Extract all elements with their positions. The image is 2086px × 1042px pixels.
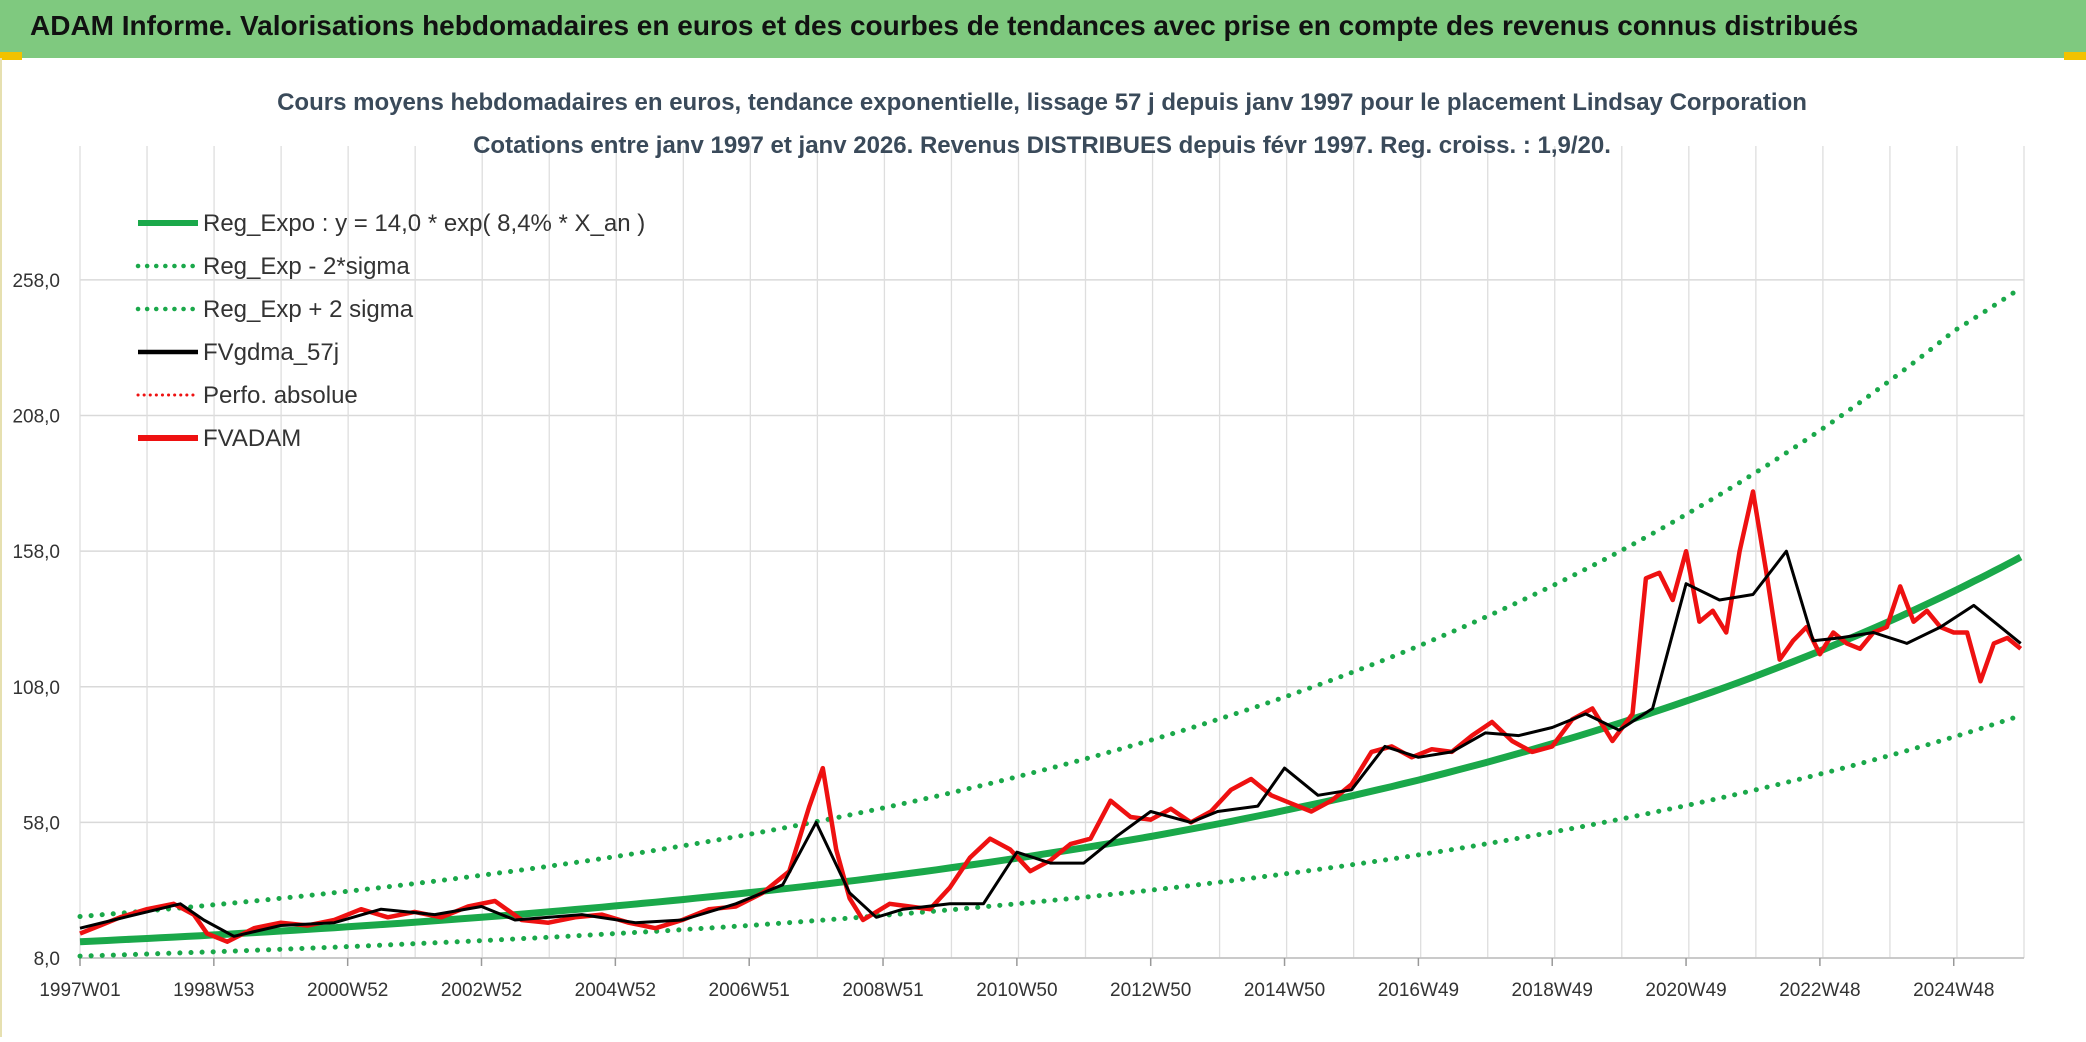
x-tick-label: 2008W51 — [842, 980, 923, 1001]
legend-label: FVADAM — [203, 425, 301, 452]
fvgdma-57j-line — [79, 549, 2022, 938]
x-tick-label: 2010W50 — [976, 980, 1057, 1001]
x-tick-label: 2002W52 — [441, 980, 522, 1001]
banner-corner-right — [2064, 52, 2086, 60]
legend-label: Reg_Exp - 2*sigma — [203, 253, 410, 280]
chart-svg: Cours moyens hebdomadaires en euros, ten… — [12, 89, 2025, 1001]
y-tick-label: 258,0 — [12, 271, 60, 292]
x-tick-label: 2016W49 — [1378, 980, 1459, 1001]
y-tick-label: 8,0 — [34, 949, 60, 970]
reg-exp-minus-2sigma-line — [77, 713, 2024, 959]
y-tick-label: 158,0 — [12, 542, 60, 563]
y-tick-label: 58,0 — [23, 813, 60, 834]
legend-label: FVgdma_57j — [203, 339, 339, 366]
x-tick-label: 2022W48 — [1779, 980, 1860, 1001]
x-tick-label: 2020W49 — [1645, 980, 1726, 1001]
x-axis-ticks: 1997W01 1998W53 2000W52 2002W52 2004W52 2006W… — [39, 958, 1994, 1001]
x-tick-label: 1998W53 — [173, 980, 254, 1001]
x-tick-label: 2012W50 — [1110, 980, 1191, 1001]
x-tick-label: 2004W52 — [575, 980, 656, 1001]
y-tick-label: 108,0 — [12, 678, 60, 699]
fvadam-line — [79, 489, 2023, 944]
x-tick-label: 2018W49 — [1512, 980, 1593, 1001]
x-tick-label: 2006W51 — [709, 980, 790, 1001]
y-tick-label: 208,0 — [12, 407, 60, 428]
header-banner: ADAM Informe. Valorisations hebdomadaire… — [0, 0, 2086, 58]
chart-area: Cours moyens hebdomadaires en euros, ten… — [0, 58, 2086, 1037]
series-layer — [77, 285, 2024, 959]
legend: Reg_Expo : y = 14,0 * exp( 8,4% * X_an )… — [135, 210, 645, 452]
y-axis-ticks: 8,0 58,0 108,0 158,0 208,0 258,0 — [12, 271, 60, 970]
x-tick-label: 2014W50 — [1244, 980, 1325, 1001]
legend-label: Perfo. absolue — [203, 382, 358, 409]
chart-title: Cours moyens hebdomadaires en euros, ten… — [277, 89, 1807, 116]
x-tick-label: 2024W48 — [1913, 980, 1994, 1001]
x-tick-label: 2000W52 — [307, 980, 388, 1001]
banner-corner-left — [0, 52, 22, 60]
chart-subtitle: Cotations entre janv 1997 et janv 2026. … — [473, 132, 1611, 159]
reg-expo-line — [79, 554, 2023, 946]
banner-title: ADAM Informe. Valorisations hebdomadaire… — [30, 10, 1859, 41]
legend-label: Reg_Exp + 2 sigma — [203, 296, 414, 323]
legend-label: Reg_Expo : y = 14,0 * exp( 8,4% * X_an ) — [203, 210, 645, 237]
x-tick-label: 1997W01 — [39, 980, 120, 1001]
